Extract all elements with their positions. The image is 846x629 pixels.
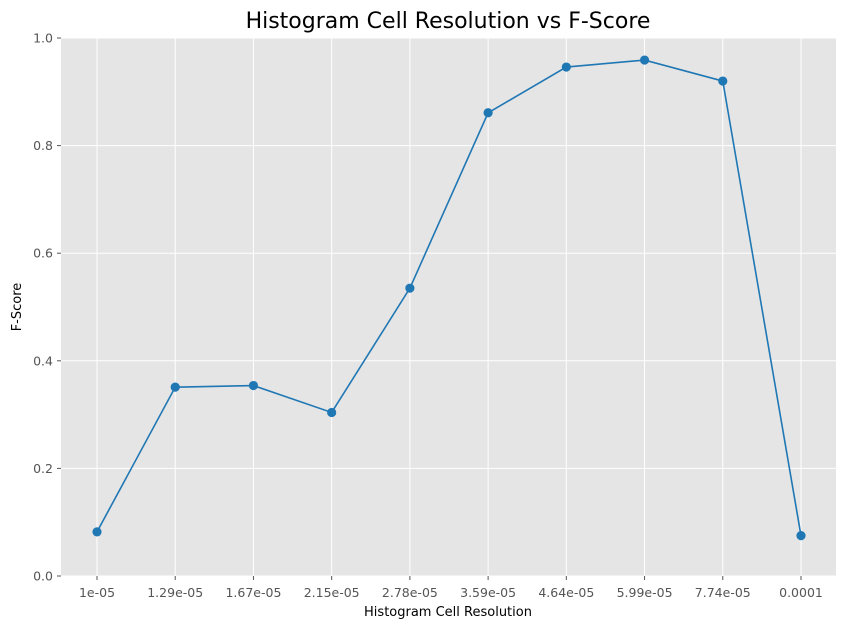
data-point [796,531,806,541]
y-tick-label: 0.6 [33,246,53,261]
y-tick-label: 0.0 [33,569,53,584]
series-line [96,59,802,536]
plot-area [61,38,836,576]
y-tick-label: 0.4 [33,353,53,368]
x-tick-label: 0.0001 [779,585,823,600]
x-tick-label: 1e-05 [79,585,115,600]
data-point [405,283,415,293]
data-point [92,527,102,537]
y-tick-label: 1.0 [33,31,53,46]
y-tick-label: 0.2 [33,461,53,476]
x-tick-label: 1.67e-05 [225,585,281,600]
x-axis-label: Histogram Cell Resolution [364,605,532,620]
x-tick-label: 2.15e-05 [304,585,360,600]
series-group [92,55,806,541]
data-point [718,76,728,86]
x-tick-label: 7.74e-05 [695,585,751,600]
data-point [561,62,571,72]
chart-title: Histogram Cell Resolution vs F-Score [246,9,651,34]
x-tick-label: 1.29e-05 [147,585,203,600]
x-tick-label: 3.59e-05 [460,585,516,600]
data-point [248,380,259,391]
x-tick-label: 4.64e-05 [538,585,594,600]
y-axis-label: F-Score [10,283,25,332]
y-axis: 0.0 0.2 0.4 0.6 0.8 1.0 [33,31,61,584]
y-tick-label: 0.8 [33,138,53,153]
x-axis: 1e-05 1.29e-05 1.67e-05 2.15e-05 2.78e-05 3.5… [79,576,823,600]
data-point [170,382,180,392]
x-tick-label: 5.99e-05 [617,585,673,600]
grid-lines [61,37,836,577]
data-point [639,55,650,65]
data-point [327,407,337,418]
data-point [483,108,493,118]
x-tick-label: 2.78e-05 [382,585,438,600]
